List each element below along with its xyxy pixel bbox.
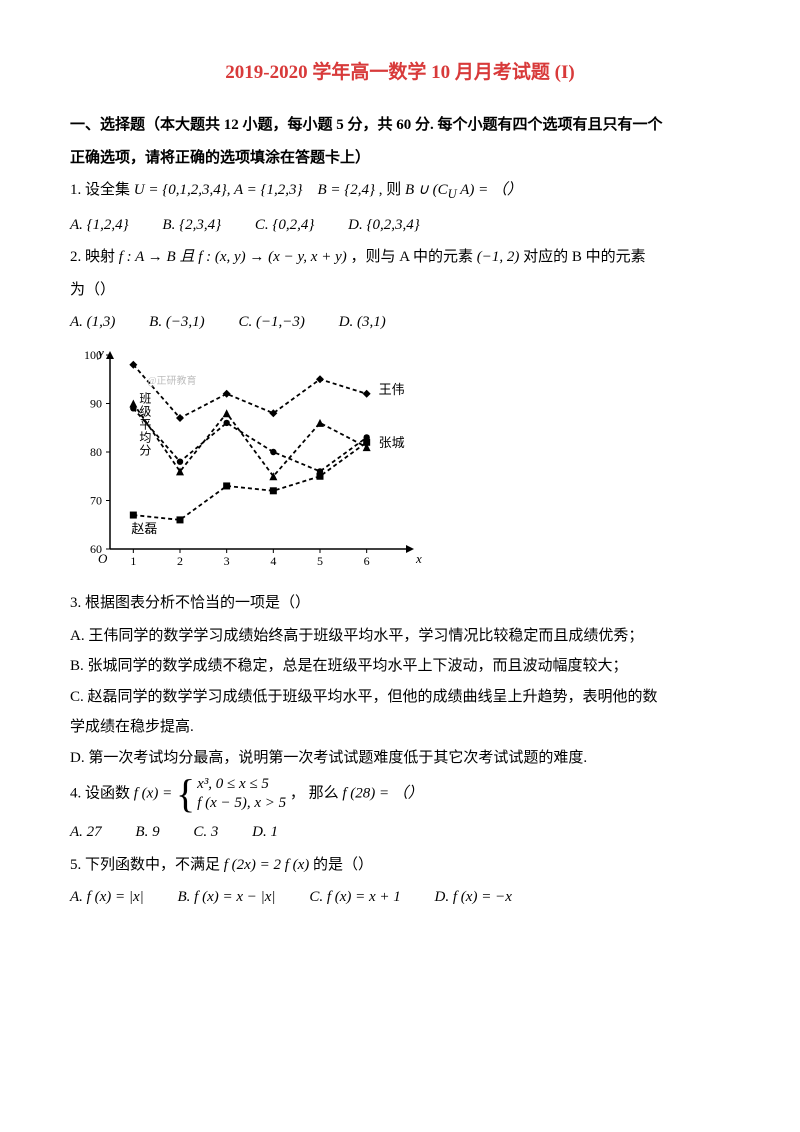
chart-container: 60708090100123456yxO王伟张城赵磊班级平均分@正研教育: [70, 343, 730, 584]
q1-text-a: 1. 设全集: [70, 182, 134, 198]
q3-opt-b: B. 张城同学的数学成绩不稳定，总是在班级平均水平上下波动，而且波动幅度较大；: [70, 652, 730, 681]
q1-opt-c: C. {0,2,4}: [255, 211, 315, 240]
q2-text-a: 2. 映射: [70, 249, 119, 265]
q4-opt-d: D. 1: [252, 818, 278, 847]
score-chart: 60708090100123456yxO王伟张城赵磊班级平均分@正研教育: [70, 343, 440, 573]
q5-opt-d: D. f (x) = −x: [435, 883, 512, 912]
svg-text:5: 5: [317, 554, 323, 568]
svg-text:2: 2: [177, 554, 183, 568]
q4-fx: f (x) =: [134, 786, 176, 802]
svg-text:张城: 张城: [379, 435, 405, 450]
q1-math2b: A) = （）: [457, 182, 522, 198]
q1-options: A. {1,2,4} B. {2,3,4} C. {0,2,4} D. {0,2…: [70, 211, 730, 240]
svg-text:分: 分: [139, 443, 151, 457]
svg-text:赵磊: 赵磊: [131, 521, 157, 536]
svg-text:王伟: 王伟: [379, 382, 405, 397]
q1-opt-a: A. {1,2,4}: [70, 211, 129, 240]
q2-text-b: ，则与 A 中的元素: [350, 249, 476, 265]
svg-text:O: O: [98, 551, 108, 566]
q5-opt-c: C. f (x) = x + 1: [309, 883, 400, 912]
question-4: 4. 设函数 f (x) = { x³, 0 ≤ x ≤ 5 f (x − 5)…: [70, 774, 730, 814]
q2-options: A. (1,3) B. (−3,1) C. (−1,−3) D. (3,1): [70, 308, 730, 337]
q4-text-a: 4. 设函数: [70, 786, 134, 802]
q4-opt-c: C. 3: [193, 818, 218, 847]
svg-text:y: y: [96, 345, 104, 360]
q1-text-b: , 则: [379, 182, 405, 198]
q2-text-d: 为（）: [70, 276, 730, 305]
svg-text:均: 均: [139, 430, 151, 444]
q4-f28: f (28) = （）: [342, 786, 423, 802]
svg-text:3: 3: [224, 554, 230, 568]
svg-text:@正研教育: @正研教育: [147, 374, 196, 387]
q2-opt-c: C. (−1,−3): [238, 308, 305, 337]
svg-text:90: 90: [90, 396, 102, 410]
q4-piece-line2: f (x − 5), x > 5: [197, 794, 286, 814]
q5-options: A. f (x) = |x| B. f (x) = x − |x| C. f (…: [70, 883, 730, 912]
section-header-line2: 正确选项，请将正确的选项填涂在答题卡上）: [70, 144, 730, 173]
q3-opt-c-line1: C. 赵磊同学的数学学习成绩低于班级平均水平，但他的成绩曲线呈上升趋势，表明他的…: [70, 683, 730, 712]
q4-opt-a: A. 27: [70, 818, 102, 847]
q2-opt-a: A. (1,3): [70, 308, 115, 337]
q2-math2: (−1, 2): [477, 249, 520, 265]
question-2: 2. 映射 f : A → B 且 f : (x, y) → (x − y, x…: [70, 243, 730, 272]
page-title: 2019-2020 学年高一数学 10 月月考试题 (I): [70, 55, 730, 91]
question-5: 5. 下列函数中，不满足 f (2x) = 2 f (x) 的是（）: [70, 851, 730, 880]
q4-opt-b: B. 9: [135, 818, 159, 847]
svg-text:平: 平: [139, 417, 151, 431]
q1-opt-d: D. {0,2,3,4}: [348, 211, 420, 240]
q5-text-a: 5. 下列函数中，不满足: [70, 857, 224, 873]
svg-text:1: 1: [130, 554, 136, 568]
question-3: 3. 根据图表分析不恰当的一项是（）: [70, 589, 730, 618]
q1-math2-sub: U: [448, 187, 457, 201]
svg-text:级: 级: [139, 404, 151, 418]
section-header-line1: 一、选择题（本大题共 12 小题，每小题 5 分，共 60 分. 每个小题有四个…: [70, 111, 730, 140]
q2-math1: f : A → B 且 f : (x, y) → (x − y, x + y): [119, 249, 347, 265]
svg-text:x: x: [415, 551, 422, 566]
svg-text:80: 80: [90, 445, 102, 459]
left-brace-icon: {: [176, 774, 195, 814]
svg-text:4: 4: [270, 554, 276, 568]
q5-text-b: 的是（）: [313, 857, 373, 873]
q1-math2: B ∪ (C: [405, 182, 448, 198]
svg-text:班: 班: [139, 391, 151, 405]
q4-piece-line1: x³, 0 ≤ x ≤ 5: [197, 775, 286, 795]
q4-text-b: ， 那么: [290, 786, 343, 802]
q1-math1: U = {0,1,2,3,4}, A = {1,2,3} B = {2,4}: [134, 182, 375, 198]
svg-text:70: 70: [90, 493, 102, 507]
q5-opt-a: A. f (x) = |x|: [70, 883, 144, 912]
q1-opt-b: B. {2,3,4}: [162, 211, 221, 240]
q3-opt-c-line2: 学成绩在稳步提高.: [70, 713, 730, 742]
q5-opt-b: B. f (x) = x − |x|: [178, 883, 276, 912]
q4-piecewise: { x³, 0 ≤ x ≤ 5 f (x − 5), x > 5: [176, 774, 286, 814]
q4-options: A. 27 B. 9 C. 3 D. 1: [70, 818, 730, 847]
question-1: 1. 设全集 U = {0,1,2,3,4}, A = {1,2,3} B = …: [70, 176, 730, 207]
q2-opt-d: D. (3,1): [339, 308, 386, 337]
q2-text-c: 对应的 B 中的元素: [523, 249, 646, 265]
q2-opt-b: B. (−3,1): [149, 308, 205, 337]
q5-math1: f (2x) = 2 f (x): [224, 857, 310, 873]
q3-opt-d: D. 第一次考试均分最高，说明第一次考试试题难度低于其它次考试试题的难度.: [70, 744, 730, 773]
q3-opt-a: A. 王伟同学的数学学习成绩始终高于班级平均水平，学习情况比较稳定而且成绩优秀；: [70, 622, 730, 651]
svg-text:6: 6: [364, 554, 370, 568]
